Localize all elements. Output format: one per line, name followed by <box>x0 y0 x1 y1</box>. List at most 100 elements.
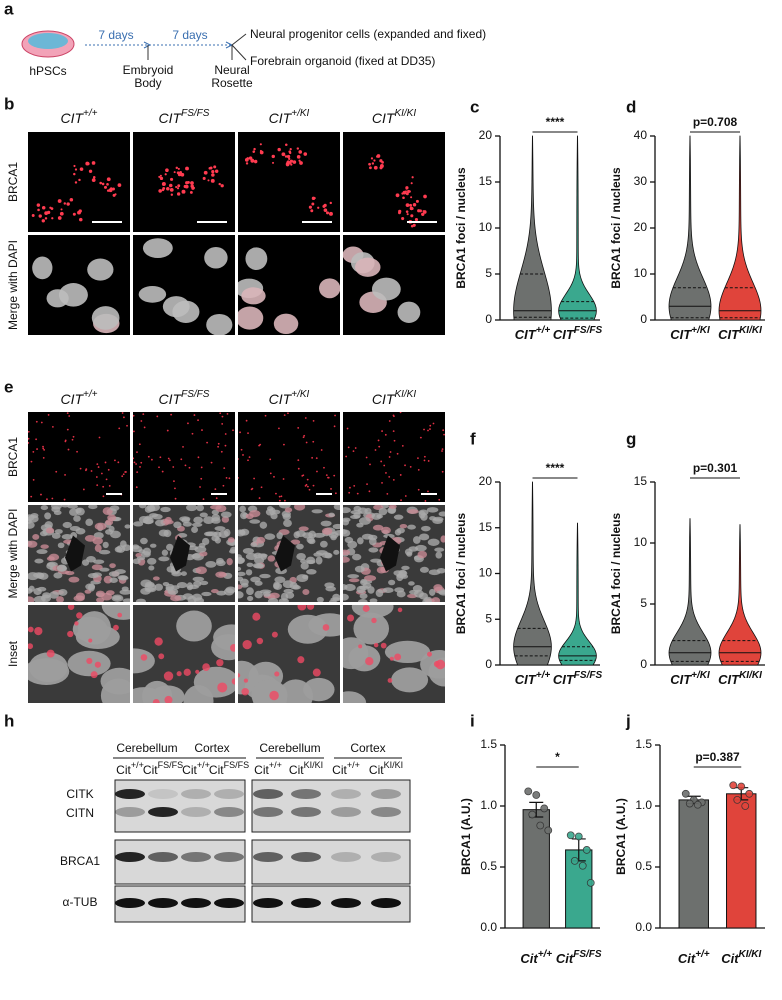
focus <box>63 498 66 501</box>
label-sup: +/+ <box>536 325 551 336</box>
nucleus <box>367 586 375 594</box>
nucleus <box>176 582 188 589</box>
label-base: CIT <box>372 110 396 126</box>
panel-label: d <box>626 97 636 116</box>
nucleus <box>51 506 61 513</box>
nucleus <box>88 583 95 592</box>
focus <box>28 437 30 440</box>
focus <box>152 699 160 703</box>
focus <box>365 657 374 666</box>
nucleus <box>348 578 360 583</box>
focus <box>305 441 308 444</box>
nucleus <box>238 660 259 695</box>
focus <box>305 483 308 486</box>
nucleus <box>133 521 144 527</box>
band <box>291 807 321 817</box>
nucleus <box>343 507 351 514</box>
focus <box>117 183 122 187</box>
nucleus <box>344 583 356 592</box>
nucleus <box>166 566 175 573</box>
start-label: hPSCs <box>29 64 66 78</box>
focus <box>180 458 183 461</box>
focus <box>381 161 384 164</box>
nucleus <box>211 634 235 661</box>
focus <box>405 203 410 208</box>
nucleus <box>46 527 55 534</box>
focus <box>369 166 372 170</box>
focus <box>368 162 371 166</box>
nucleus <box>109 577 118 584</box>
stage-label: Neural <box>214 63 249 77</box>
focus <box>323 208 328 212</box>
focus <box>74 181 78 184</box>
nucleus <box>370 558 382 563</box>
nucleus <box>397 301 421 323</box>
focus <box>167 457 170 460</box>
rich-label: CITFS/FS <box>159 108 210 126</box>
nucleus <box>284 507 293 513</box>
focus <box>36 448 38 450</box>
focus <box>177 184 181 188</box>
focus <box>210 178 215 183</box>
focus <box>285 161 290 166</box>
focus <box>349 486 351 489</box>
focus <box>354 447 357 449</box>
nucleus <box>383 533 395 539</box>
focus <box>108 188 113 193</box>
nucleus <box>296 543 304 550</box>
focus <box>42 447 45 450</box>
y-tick-label: 10 <box>479 566 493 580</box>
focus <box>369 463 371 466</box>
focus <box>162 186 166 190</box>
nucleus <box>230 546 235 554</box>
focus <box>34 626 43 636</box>
focus <box>312 440 315 443</box>
nucleus <box>56 596 64 602</box>
nucleus <box>332 593 340 601</box>
label-base: CIT <box>515 327 537 342</box>
focus <box>67 448 70 451</box>
data-point <box>737 782 746 791</box>
image-content <box>158 165 227 223</box>
label-sup: +/+ <box>536 670 551 681</box>
nucleus <box>144 583 157 592</box>
image-content <box>238 605 340 703</box>
nucleus <box>202 537 210 546</box>
focus <box>85 468 88 470</box>
image-bg <box>133 412 235 502</box>
rich-label: CitKI/KI <box>369 760 403 777</box>
focus <box>133 414 135 417</box>
focus <box>296 147 300 150</box>
nucleus <box>191 526 199 533</box>
nucleus <box>32 533 40 540</box>
data-point <box>729 781 738 790</box>
focus <box>373 642 379 648</box>
focus <box>188 466 191 469</box>
data-point <box>544 826 553 835</box>
nucleus <box>343 556 350 563</box>
nucleus <box>267 555 276 562</box>
focus <box>242 454 244 456</box>
nucleus <box>149 543 157 548</box>
focus <box>79 467 82 470</box>
focus <box>156 415 159 418</box>
focus <box>197 456 200 459</box>
nucleus <box>254 580 263 586</box>
focus <box>103 185 108 189</box>
focus <box>230 644 235 652</box>
focus <box>214 488 217 491</box>
focus <box>388 420 391 422</box>
focus <box>346 427 349 430</box>
focus <box>66 428 69 431</box>
focus <box>368 490 371 493</box>
focus <box>399 412 402 414</box>
nucleus <box>154 519 166 527</box>
nucleus <box>108 571 120 577</box>
nucleus <box>306 559 316 565</box>
label-sup: FS/FS <box>574 325 603 336</box>
rich-label: CIT+/+ <box>515 670 551 687</box>
label-base: CIT <box>159 110 183 126</box>
label-sup: FS/FS <box>574 670 603 681</box>
band-label: CITN <box>66 806 94 820</box>
